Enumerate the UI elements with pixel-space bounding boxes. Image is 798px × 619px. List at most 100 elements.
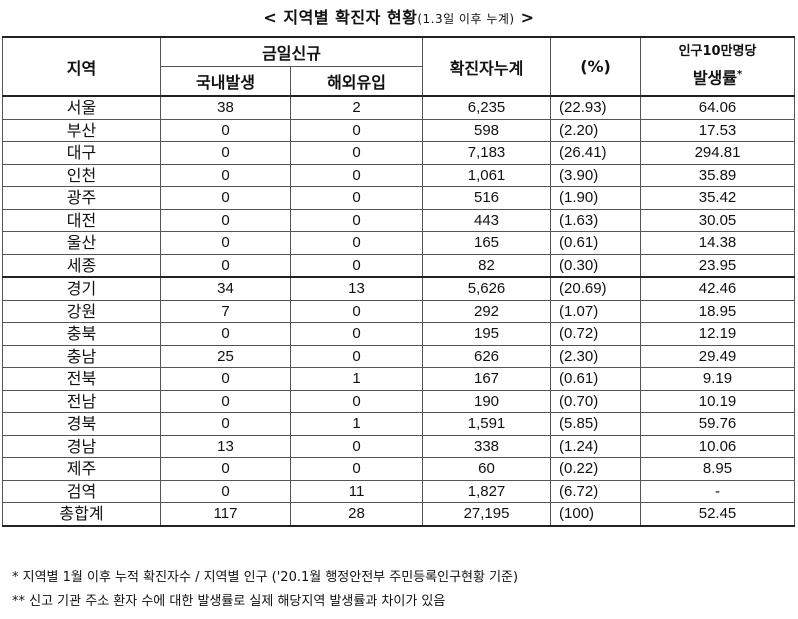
cell-percent: (100) [550,502,642,527]
table-row: 대구 0 0 7,183 (26.41) 294.81 [2,141,796,165]
cell-overseas: 0 [289,344,424,368]
table-row: 충북 0 0 195 (0.72) 12.19 [2,322,796,346]
cell-rate: 52.45 [640,502,796,527]
footnotes: * 지역별 1월 이후 누적 확진자수 / 지역별 인구 ('20.1월 행정안… [12,566,792,614]
cell-overseas: 0 [289,118,424,142]
table-row: 세종 0 0 82 (0.30) 23.95 [2,253,796,278]
title-main: < 지역별 확진자 현황 [263,8,418,27]
cell-region: 전북 [2,367,161,391]
cell-rate: 9.19 [640,367,796,391]
cell-overseas: 0 [289,457,424,481]
cell-overseas: 13 [289,276,424,301]
header-rate-top: 인구10만명당 [678,43,757,59]
footnote-2: ** 신고 기관 주소 환자 수에 대한 발생률로 실제 해당지역 발생률과 차… [12,594,446,609]
cell-percent: (0.70) [550,389,642,413]
cell-rate: 10.06 [640,434,796,458]
cell-cumulative: 5,626 [422,276,552,301]
cell-percent: (0.61) [550,367,642,391]
cell-cumulative: 443 [422,208,552,232]
cell-cumulative: 1,827 [422,479,552,503]
cell-overseas: 1 [289,367,424,391]
regional-cases-table: 지역 금일신규 확진자누계 (%) 인구10만명당 발생률* 국내발생 해외유입… [2,36,796,527]
cell-percent: (0.22) [550,457,642,481]
table-row: 제주 0 0 60 (0.22) 8.95 [2,457,796,481]
cell-domestic: 117 [160,502,291,527]
cell-rate: 294.81 [640,141,796,165]
cell-domestic: 13 [160,434,291,458]
cell-rate: 35.42 [640,186,796,210]
cell-region: 전남 [2,389,161,413]
title-subtitle: (1.3일 이후 누계) [417,12,515,26]
cell-percent: (1.90) [550,186,642,210]
cell-overseas: 28 [289,502,424,527]
table-row: 인천 0 0 1,061 (3.90) 35.89 [2,163,796,187]
cell-domestic: 0 [160,389,291,413]
cell-cumulative: 60 [422,457,552,481]
table-row: 서울 38 2 6,235 (22.93) 64.06 [2,95,796,120]
cell-rate: 10.19 [640,389,796,413]
cell-domestic: 7 [160,299,291,323]
cell-percent: (5.85) [550,412,642,436]
table-row: 검역 0 11 1,827 (6.72) - [2,479,796,503]
cell-overseas: 0 [289,141,424,165]
table-row: 부산 0 0 598 (2.20) 17.53 [2,118,796,142]
table-row: 대전 0 0 443 (1.63) 30.05 [2,208,796,232]
header-rate-mark: * [736,68,743,80]
cell-domestic: 0 [160,479,291,503]
cell-percent: (6.72) [550,479,642,503]
cell-overseas: 0 [289,434,424,458]
cell-cumulative: 167 [422,367,552,391]
page-title: < 지역별 확진자 현황(1.3일 이후 누계) > [0,4,798,28]
cell-cumulative: 165 [422,231,552,255]
cell-rate: 30.05 [640,208,796,232]
cell-domestic: 0 [160,141,291,165]
cell-overseas: 0 [289,322,424,346]
header-region: 지역 [2,36,161,97]
table-row: 광주 0 0 516 (1.90) 35.42 [2,186,796,210]
cell-region: 세종 [2,253,161,278]
cell-overseas: 0 [289,163,424,187]
cell-cumulative: 292 [422,299,552,323]
header-percent: (%) [550,36,642,97]
cell-region: 인천 [2,163,161,187]
cell-domestic: 0 [160,412,291,436]
cell-region: 울산 [2,231,161,255]
cell-percent: (0.72) [550,322,642,346]
cell-domestic: 38 [160,95,291,120]
cell-overseas: 0 [289,231,424,255]
cell-cumulative: 626 [422,344,552,368]
cell-rate: 14.38 [640,231,796,255]
cell-percent: (20.69) [550,276,642,301]
cell-region: 경기 [2,276,161,301]
cell-percent: (0.61) [550,231,642,255]
cell-rate: 23.95 [640,253,796,278]
cell-domestic: 34 [160,276,291,301]
cell-rate: 64.06 [640,95,796,120]
cell-rate: 59.76 [640,412,796,436]
cell-cumulative: 82 [422,253,552,278]
table-row: 울산 0 0 165 (0.61) 14.38 [2,231,796,255]
cell-rate: 12.19 [640,322,796,346]
cell-region: 검역 [2,479,161,503]
cell-overseas: 0 [289,253,424,278]
cell-region: 대전 [2,208,161,232]
cell-percent: (1.24) [550,434,642,458]
cell-percent: (2.30) [550,344,642,368]
cell-domestic: 0 [160,208,291,232]
table-row: 강원 7 0 292 (1.07) 18.95 [2,299,796,323]
cell-region: 서울 [2,95,161,120]
table-row: 경북 0 1 1,591 (5.85) 59.76 [2,412,796,436]
header-overseas: 해외유입 [289,66,424,97]
cell-region: 충남 [2,344,161,368]
cell-percent: (26.41) [550,141,642,165]
cell-rate: 8.95 [640,457,796,481]
cell-domestic: 0 [160,186,291,210]
cell-domestic: 0 [160,367,291,391]
cell-region: 총합계 [2,502,161,527]
cell-rate: 29.49 [640,344,796,368]
header-rate-bottom: 발생률 [692,68,737,88]
cell-cumulative: 516 [422,186,552,210]
cell-percent: (1.63) [550,208,642,232]
cell-overseas: 0 [289,389,424,413]
header-cumulative: 확진자누계 [422,36,552,97]
